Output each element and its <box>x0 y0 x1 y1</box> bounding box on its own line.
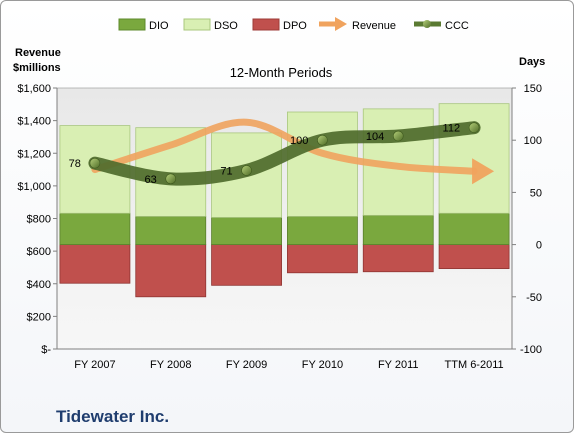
x-tick-label: FY 2009 <box>226 359 267 371</box>
lines-layer: 78 63 71 100 104 112 <box>69 118 495 186</box>
revenue-arrowhead <box>472 158 495 185</box>
right-tick-label: 150 <box>524 83 542 95</box>
legend-label-dso: DSO <box>214 20 238 32</box>
x-tick-label: FY 2008 <box>150 359 191 371</box>
bar-dio <box>59 212 131 245</box>
bar-dpo <box>287 244 358 274</box>
legend-label-revenue: Revenue <box>352 20 396 32</box>
ccc-point <box>241 165 252 176</box>
ccc-point <box>89 157 101 169</box>
ccc-data-label: 63 <box>145 174 157 186</box>
right-axis-title: Days <box>519 56 545 68</box>
left-tick-label: $1,600 <box>17 83 51 95</box>
x-tick-label: TTM 6-2011 <box>445 359 504 371</box>
chart-title: 12-Month Periods <box>230 65 333 80</box>
left-tick-label: $1,000 <box>17 181 51 193</box>
right-tick-label: 100 <box>524 135 542 147</box>
left-tick-label: $400 <box>27 279 51 291</box>
bar-dio <box>287 216 358 246</box>
right-tick-label: 50 <box>530 187 542 199</box>
bar-dio <box>135 216 207 246</box>
left-axis-title-line2: $millions <box>13 62 61 74</box>
ccc-data-label: 104 <box>366 131 384 143</box>
bar-dpo <box>59 244 131 284</box>
legend-label-ccc: CCC <box>445 20 469 32</box>
ccc-point <box>392 130 404 142</box>
ccc-data-label: 100 <box>290 135 308 147</box>
ccc-data-label: 71 <box>220 165 232 177</box>
right-tick-label: -100 <box>520 344 542 356</box>
bar-dpo <box>135 244 207 298</box>
revenue-line <box>91 118 478 175</box>
axes-layer: $- $200 $400 $600 $800 $1,000 $1,200 $1,400 $1,6… <box>17 83 542 371</box>
bar-dpo <box>362 244 434 273</box>
legend-swatch-revenue <box>319 17 347 31</box>
x-tick-label: FY 2010 <box>302 359 343 371</box>
right-tick-label: 0 <box>536 240 542 252</box>
bar-dio <box>362 214 434 245</box>
legend-swatch-ccc <box>414 20 441 28</box>
legend-swatch-dio <box>118 18 146 31</box>
legend: DIO DSO DPO Revenue CCC <box>118 17 469 32</box>
bar-dio <box>211 217 282 245</box>
bar-dpo <box>438 244 510 270</box>
right-tick-label: -50 <box>526 292 542 304</box>
x-tick-label: FY 2011 <box>378 359 419 371</box>
ccc-point <box>317 134 328 146</box>
x-tick-label: FY 2007 <box>74 359 115 371</box>
company-name: Tidewater Inc. <box>56 407 169 426</box>
ccc-data-label: 78 <box>69 158 81 170</box>
left-tick-label: $800 <box>27 214 51 226</box>
bar-dso <box>287 111 358 217</box>
legend-swatch-dpo <box>252 18 280 31</box>
left-tick-label: $- <box>41 344 51 356</box>
bar-dpo <box>211 244 282 286</box>
left-tick-label: $1,400 <box>17 116 51 128</box>
left-tick-label: $200 <box>27 311 51 323</box>
left-tick-label: $1,200 <box>17 148 51 160</box>
legend-label-dio: DIO <box>149 20 169 32</box>
ccc-data-label: 112 <box>443 123 461 135</box>
ccc-line <box>88 121 481 186</box>
bar-dio <box>438 212 510 245</box>
left-tick-label: $600 <box>27 246 51 258</box>
ccc-point <box>165 173 177 185</box>
left-axis-title-line1: Revenue <box>15 47 61 59</box>
ccc-point <box>468 122 480 133</box>
legend-label-dpo: DPO <box>283 20 307 32</box>
legend-swatch-dso <box>183 18 211 31</box>
bar-dso <box>438 103 510 214</box>
